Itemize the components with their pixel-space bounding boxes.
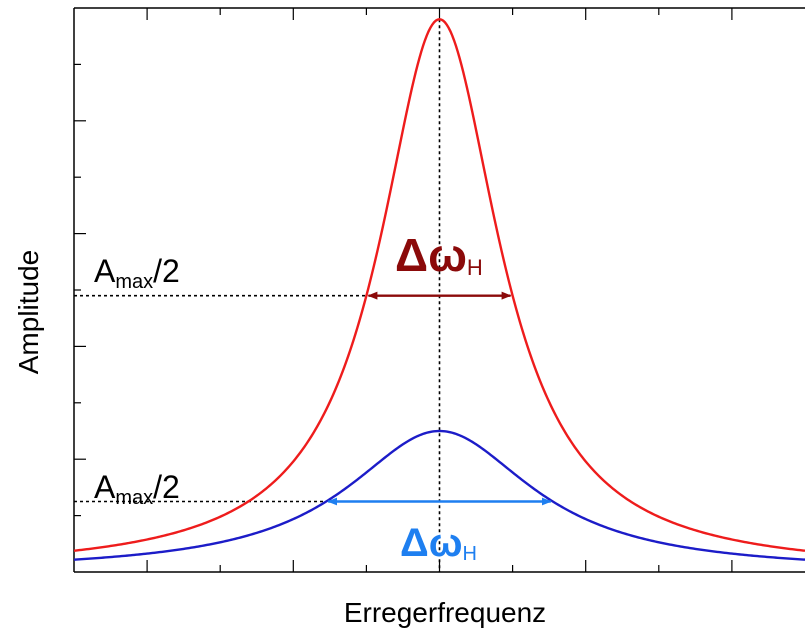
- x-axis-label: Erregerfrequenz: [344, 597, 546, 628]
- width-arrows: [327, 291, 552, 506]
- series-line-1: [73, 429, 805, 561]
- series-line-0: [73, 18, 805, 552]
- axis-ticks: [74, 8, 733, 572]
- y-axis-label: Amplitude: [13, 250, 44, 375]
- amax-label-blue: Amax/2: [94, 469, 180, 509]
- width-label-red: ΔωH: [395, 229, 483, 281]
- amax-label-red: Amax/2: [94, 253, 180, 293]
- width-label-blue: ΔωH: [400, 521, 477, 565]
- series-curves: [73, 18, 805, 561]
